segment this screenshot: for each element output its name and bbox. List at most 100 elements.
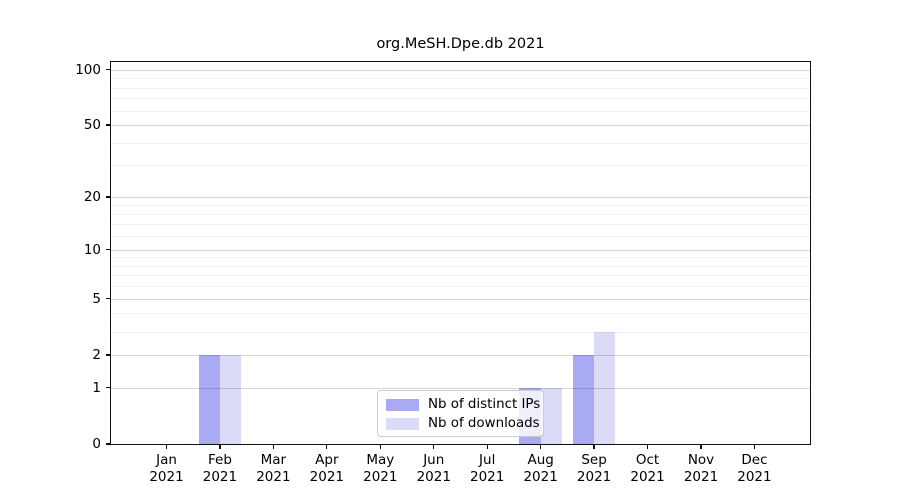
x-tick-year: 2021 — [630, 468, 665, 485]
x-tick-mark — [486, 444, 488, 449]
x-tick-label-jul: Jul 2021 — [460, 452, 514, 485]
gridline-minor — [111, 313, 810, 315]
gridline-major — [111, 354, 810, 356]
x-tick-mark — [165, 444, 168, 449]
gridline-minor — [111, 214, 810, 216]
gridline-minor — [111, 331, 810, 333]
x-tick-month: Feb — [207, 452, 232, 468]
y-tick-label: 10 — [83, 241, 101, 258]
y-tick-label: 50 — [83, 117, 101, 134]
x-tick-mark — [593, 444, 595, 449]
x-tick-mark — [272, 444, 275, 449]
legend: Nb of distinct IPs Nb of downloads — [377, 390, 544, 437]
x-tick-mark — [219, 444, 221, 449]
x-tick-label-aug: Aug 2021 — [514, 452, 568, 485]
gridline-minor — [111, 87, 810, 89]
x-tick-month: Aug — [527, 452, 554, 468]
gridline-major — [111, 387, 810, 389]
x-tick-year: 2021 — [470, 468, 505, 485]
x-tick-month: May — [366, 452, 395, 468]
x-tick-month: Mar — [260, 452, 287, 468]
legend-label-distinct-ips: Nb of distinct IPs — [428, 397, 541, 412]
gridline-minor — [111, 265, 810, 267]
grid-layer — [111, 62, 810, 444]
y-tick-mark — [105, 387, 111, 389]
x-tick-label-oct: Oct 2021 — [621, 452, 675, 485]
gridline-minor — [111, 235, 810, 237]
gridline-minor — [111, 98, 810, 100]
x-tick-year: 2021 — [737, 468, 772, 485]
y-tick-label: 1 — [92, 379, 101, 396]
x-tick-month: Nov — [687, 452, 715, 468]
x-tick-mark — [700, 444, 702, 449]
gridline-major — [111, 197, 810, 199]
legend-label-downloads: Nb of downloads — [428, 416, 540, 431]
legend-swatch-downloads-icon — [386, 417, 419, 430]
x-tick-year: 2021 — [363, 468, 398, 485]
x-tick-label-mar: Mar 2021 — [246, 452, 300, 485]
gridline-minor — [111, 110, 810, 112]
y-tick-label: 2 — [92, 346, 101, 363]
y-tick-label: 100 — [75, 61, 101, 78]
plot-area — [110, 61, 811, 445]
x-tick-label-jan: Jan 2021 — [140, 452, 194, 485]
legend-item-distinct-ips: Nb of distinct IPs — [386, 397, 540, 412]
gridline-major — [111, 69, 810, 71]
x-tick-year: 2021 — [256, 468, 291, 485]
gridline-minor — [111, 205, 810, 207]
x-tick-label-sep: Sep 2021 — [567, 452, 621, 485]
bar-feb-downloads — [219, 354, 242, 444]
x-tick-year: 2021 — [576, 468, 612, 485]
x-tick-month: Jun — [423, 452, 445, 468]
y-tick-mark — [105, 443, 111, 445]
chart-title: org.MeSH.Dpe.db 2021 — [376, 36, 545, 52]
gridline-minor — [111, 257, 810, 259]
gridline-major — [111, 125, 810, 127]
x-tick-label-dec: Dec 2021 — [727, 452, 781, 485]
y-tick-label: 0 — [92, 436, 101, 452]
x-tick-label-may: May 2021 — [353, 452, 407, 485]
legend-item-downloads: Nb of downloads — [386, 416, 540, 431]
x-tick-label-apr: Apr 2021 — [300, 452, 354, 485]
bar-feb-distinct-ips — [198, 354, 220, 444]
y-tick-mark — [105, 124, 111, 126]
x-tick-mark — [326, 444, 328, 449]
y-tick-mark — [105, 298, 111, 300]
x-tick-year: 2021 — [416, 468, 451, 485]
gridline-minor — [111, 78, 810, 80]
x-tick-label-nov: Nov 2021 — [674, 452, 728, 485]
bar-aug-downloads — [540, 387, 563, 444]
x-tick-mark — [540, 444, 542, 449]
x-tick-year: 2021 — [523, 468, 558, 485]
gridline-minor — [111, 224, 810, 226]
bar-sep-distinct-ips — [572, 354, 595, 444]
x-tick-month: Jul — [479, 452, 496, 468]
y-tick-label: 5 — [92, 290, 101, 307]
gridline-major — [111, 298, 810, 300]
x-tick-label-feb: Feb 2021 — [193, 452, 247, 485]
gridline-minor — [111, 275, 810, 277]
x-tick-month: Dec — [741, 452, 768, 468]
x-tick-month: Oct — [635, 452, 660, 468]
y-tick-mark — [105, 248, 111, 251]
x-tick-mark — [646, 444, 649, 449]
x-tick-label-jun: Jun 2021 — [407, 452, 461, 485]
x-tick-year: 2021 — [683, 468, 719, 485]
y-tick-mark — [105, 354, 111, 356]
gridline-major — [111, 249, 810, 251]
y-tick-label: 20 — [83, 189, 101, 206]
x-tick-month: Apr — [315, 452, 339, 468]
legend-swatch-distinct-ips-icon — [386, 398, 419, 411]
gridline-minor — [111, 286, 810, 288]
y-tick-mark — [105, 69, 111, 71]
y-tick-mark — [105, 196, 111, 198]
x-tick-mark — [433, 444, 435, 449]
x-tick-month: Jan — [156, 452, 177, 468]
x-tick-year: 2021 — [202, 468, 238, 485]
bar-sep-downloads — [594, 331, 616, 444]
x-tick-year: 2021 — [149, 468, 184, 485]
x-tick-year: 2021 — [309, 468, 345, 485]
x-tick-mark — [753, 444, 756, 449]
x-tick-month: Sep — [581, 452, 607, 468]
